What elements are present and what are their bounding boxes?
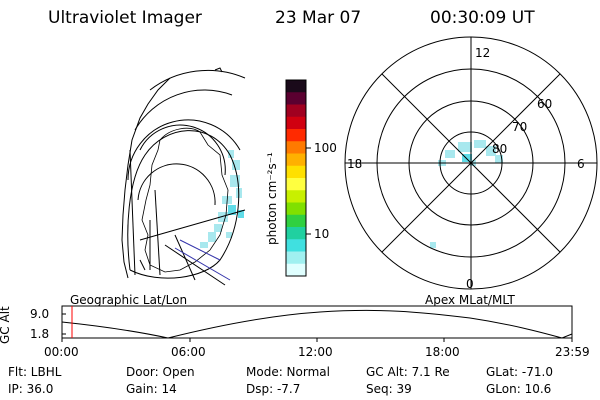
colorbar-swatch bbox=[286, 202, 306, 216]
polar-lat-70: 70 bbox=[512, 120, 528, 134]
colorbar-swatch bbox=[286, 178, 306, 191]
x-tick-0600: 06:00 bbox=[171, 345, 206, 359]
colorbar-swatch bbox=[286, 190, 306, 203]
aurora-speckles-left bbox=[200, 150, 244, 248]
time-label: 00:30:09 UT bbox=[430, 8, 535, 28]
info-glat: GLat: -71.0 bbox=[486, 365, 553, 379]
colorbar-swatch bbox=[286, 263, 306, 277]
geographic-label: Geographic Lat/Lon bbox=[70, 293, 188, 307]
polar-hour-18: 18 bbox=[347, 157, 363, 171]
colorbar-swatch bbox=[286, 80, 306, 93]
info-door: Door: Open bbox=[126, 365, 195, 379]
colorbar-ticks bbox=[306, 147, 311, 235]
colorbar-swatch bbox=[286, 104, 306, 118]
altitude-plot bbox=[61, 305, 573, 342]
colorbar-swatch bbox=[286, 165, 306, 179]
colorbar-swatch bbox=[286, 239, 306, 252]
polar-hour-6: 6 bbox=[577, 157, 585, 171]
colorbar-swatch bbox=[286, 92, 306, 105]
x-tick-1800: 18:00 bbox=[425, 345, 460, 359]
colorbar-frame bbox=[285, 79, 307, 277]
info-gc-alt: GC Alt: 7.1 Re bbox=[366, 365, 450, 379]
colorbar-unit-label: photon cm⁻²s⁻¹ bbox=[265, 152, 279, 245]
info-flt: Flt: LBHL bbox=[8, 365, 62, 379]
colorbar-swatch bbox=[286, 251, 306, 265]
apex-label: Apex MLat/MLT bbox=[425, 293, 515, 307]
date-label: 23 Mar 07 bbox=[275, 8, 362, 28]
colorbar-swatch bbox=[286, 129, 306, 142]
polar-lat-80: 80 bbox=[492, 142, 508, 156]
info-dsp: Dsp: -7.7 bbox=[246, 382, 301, 396]
info-seq: Seq: 39 bbox=[366, 382, 412, 396]
colorbar-swatch bbox=[286, 214, 306, 228]
polar-hour-12: 12 bbox=[475, 46, 491, 60]
x-tick-0000: 00:00 bbox=[44, 345, 79, 359]
x-tick-1200: 12:00 bbox=[298, 345, 333, 359]
colorbar-swatch bbox=[286, 227, 306, 240]
polar-plot bbox=[344, 36, 598, 290]
colorbar-tick-10: 10 bbox=[314, 227, 330, 241]
info-mode: Mode: Normal bbox=[246, 365, 330, 379]
colorbar-swatch bbox=[286, 153, 306, 167]
polar-hour-0: 0 bbox=[466, 277, 474, 291]
colorbar-swatch bbox=[286, 141, 306, 154]
x-tick-2359: 23:59 bbox=[555, 345, 590, 359]
gc-alt-axis-title: GC Alt bbox=[0, 306, 12, 344]
alt-tick-9: 9.0 bbox=[30, 307, 50, 321]
altitude-curve bbox=[61, 309, 573, 339]
polar-lat-60: 60 bbox=[537, 97, 553, 111]
info-glon: GLon: 10.6 bbox=[486, 382, 552, 396]
colorbar-swatch bbox=[286, 116, 306, 130]
alt-tick-1-8: 1.8 bbox=[30, 327, 50, 341]
info-ip: IP: 36.0 bbox=[8, 382, 54, 396]
colorbar bbox=[285, 79, 307, 277]
colorbar-tick-100: 100 bbox=[314, 141, 337, 155]
instrument-title: Ultraviolet Imager bbox=[48, 8, 202, 28]
info-gain: Gain: 14 bbox=[126, 382, 177, 396]
geographic-map bbox=[121, 67, 246, 286]
